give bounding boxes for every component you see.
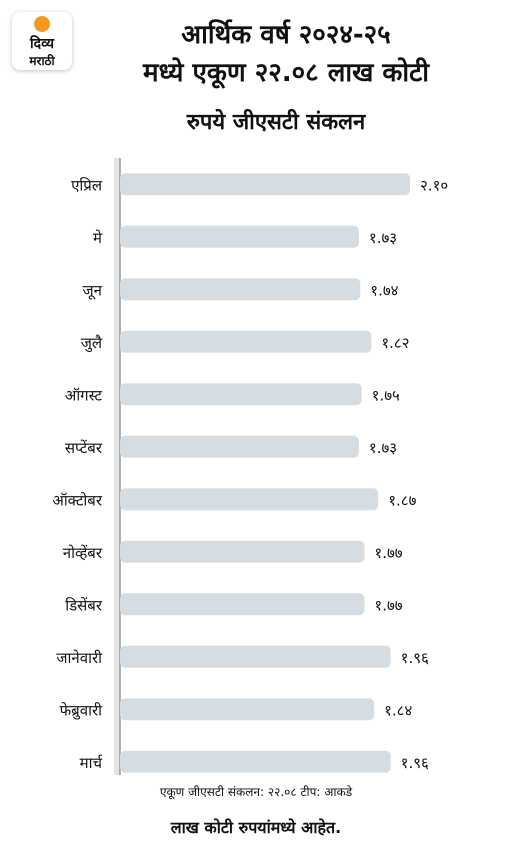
value-label-7: १.८७ [388,491,416,509]
title-line2: मध्ये एकूण २२.०८ लाख कोटी [143,58,429,88]
category-label-3: जून [83,281,103,300]
bar-3 [120,278,361,301]
value-label-6: १.७३ [369,439,397,457]
divya-marathi-logo: दिव्य मराठी [12,12,72,70]
category-label-4: जुलै [81,334,103,353]
category-label-11: फेब्रुवारी [60,701,103,720]
category-label-10: जानेवारी [56,649,103,667]
category-label-6: सप्टेंबर [65,439,103,457]
sun-icon [34,16,50,32]
bar-4 [120,330,372,353]
gst-collection-bar-chart: एप्रिल २.१० मे १.७३ जून १.७४ जुलै १.८२ ऑगस्ट १.७५… [52,158,448,775]
bar-2 [120,225,359,248]
category-label-8: नोव्हेंबर [63,544,103,562]
category-label-9: डिसेंबर [65,596,103,614]
axis-shadow [114,158,120,775]
bar-12 [120,750,391,773]
value-label-5: १.७५ [372,386,400,404]
bar-10 [120,645,391,668]
value-label-4: १.८२ [381,334,409,352]
chart-title: आर्थिक वर्ष २०२४-२५ मध्ये एकूण २२.०८ लाख… [60,16,512,92]
value-label-9: १.७७ [374,596,402,614]
bar-7 [120,488,379,511]
bar-1 [120,173,410,196]
value-label-8: १.७७ [374,544,402,562]
footnote: एकूण जीएसटी संकलन: २२.०८ टीप: आकडे [159,785,353,799]
title-line1: आर्थिक वर्ष २०२४-२५ [181,20,391,50]
value-label-11: १.८४ [384,701,412,719]
logo-line1: दिव्य [30,36,54,52]
category-label-7: ऑक्टोबर [52,491,103,509]
logo-line2: मराठी [29,54,55,68]
value-label-3: १.७४ [370,281,398,299]
value-label-1: २.१० [420,176,448,194]
value-label-2: १.७३ [369,229,397,247]
bar-5 [120,383,362,406]
bar-9 [120,593,365,616]
chart-subtitle: रुपये जीएसटी संकलन [186,110,366,135]
category-label-5: ऑगस्ट [65,386,103,404]
value-label-12: १.९६ [401,754,429,772]
bar-8 [120,540,365,563]
category-label-12: मार्च [80,754,103,772]
bar-6 [120,435,359,458]
bar-11 [120,698,375,721]
value-label-10: १.९६ [401,649,429,667]
footnote-unit-note: लाख कोटी रुपयांमध्ये आहेत. [170,818,342,837]
category-label-1: एप्रिल [71,176,103,194]
category-label-2: मे [93,229,103,247]
